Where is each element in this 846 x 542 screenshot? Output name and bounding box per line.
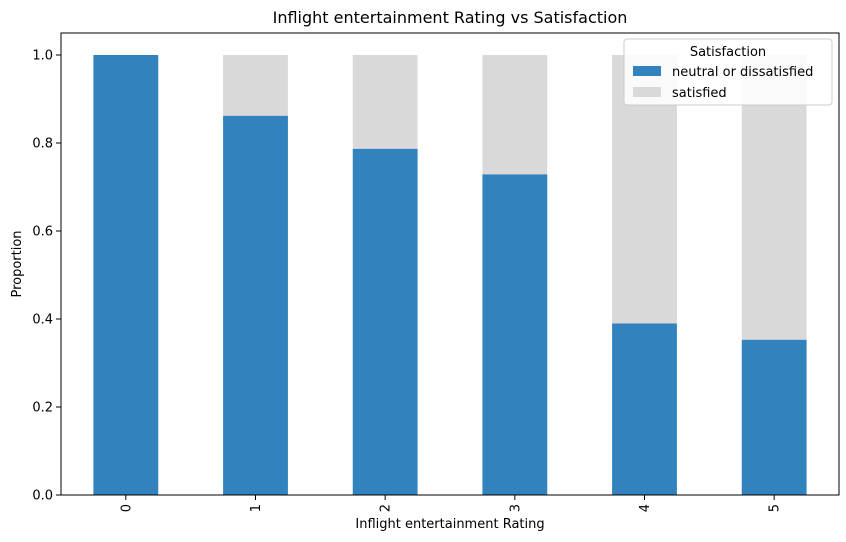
- bars-group: [93, 55, 807, 496]
- plot-frame: [60, 32, 840, 496]
- legend-swatch-neutral-or-dissatisfied: [633, 66, 661, 76]
- x-tick-label: 0: [119, 504, 134, 512]
- bar-neutral-or-dissatisfied-5: [741, 339, 807, 495]
- y-tick-label: 0.0: [32, 489, 53, 504]
- y-tick-label: 0.6: [32, 225, 53, 240]
- bar-satisfied-2: [352, 55, 418, 149]
- legend-swatch-satisfied: [633, 87, 661, 97]
- y-axis: 0.0 0.2 0.4 0.6 0.8 1.0: [32, 49, 61, 504]
- x-tick-label: 3: [508, 504, 523, 512]
- x-tick-label: 2: [379, 504, 394, 512]
- x-tick-label: 1: [249, 504, 264, 512]
- y-tick-label: 1.0: [32, 49, 53, 64]
- x-axis: 0 1 2 3 4 5: [119, 495, 783, 512]
- bar-neutral-or-dissatisfied-3: [482, 174, 548, 496]
- bar-neutral-or-dissatisfied-2: [352, 148, 418, 495]
- y-tick-label: 0.2: [32, 401, 53, 416]
- bar-neutral-or-dissatisfied-1: [223, 115, 288, 495]
- bar-neutral-or-dissatisfied-0: [93, 55, 159, 495]
- bar-satisfied-3: [482, 55, 548, 175]
- legend-label-neutral-or-dissatisfied: neutral or dissatisfied: [672, 65, 813, 80]
- bar-satisfied-1: [223, 55, 288, 116]
- x-tick-label: 4: [638, 504, 653, 512]
- x-tick-label: 5: [768, 504, 783, 512]
- chart-title: Inflight entertainment Rating vs Satisfa…: [273, 8, 628, 27]
- legend-label-satisfied: satisfied: [672, 86, 727, 101]
- legend-title: Satisfaction: [690, 45, 766, 60]
- legend: Satisfaction neutral or dissatisfied sat…: [623, 38, 833, 106]
- x-axis-label: Inflight entertainment Rating: [355, 517, 544, 532]
- y-axis-label: Proportion: [10, 230, 25, 297]
- y-tick-label: 0.4: [32, 313, 53, 328]
- bar-neutral-or-dissatisfied-4: [612, 323, 677, 495]
- y-tick-label: 0.8: [32, 137, 53, 152]
- legend-box: [623, 38, 833, 106]
